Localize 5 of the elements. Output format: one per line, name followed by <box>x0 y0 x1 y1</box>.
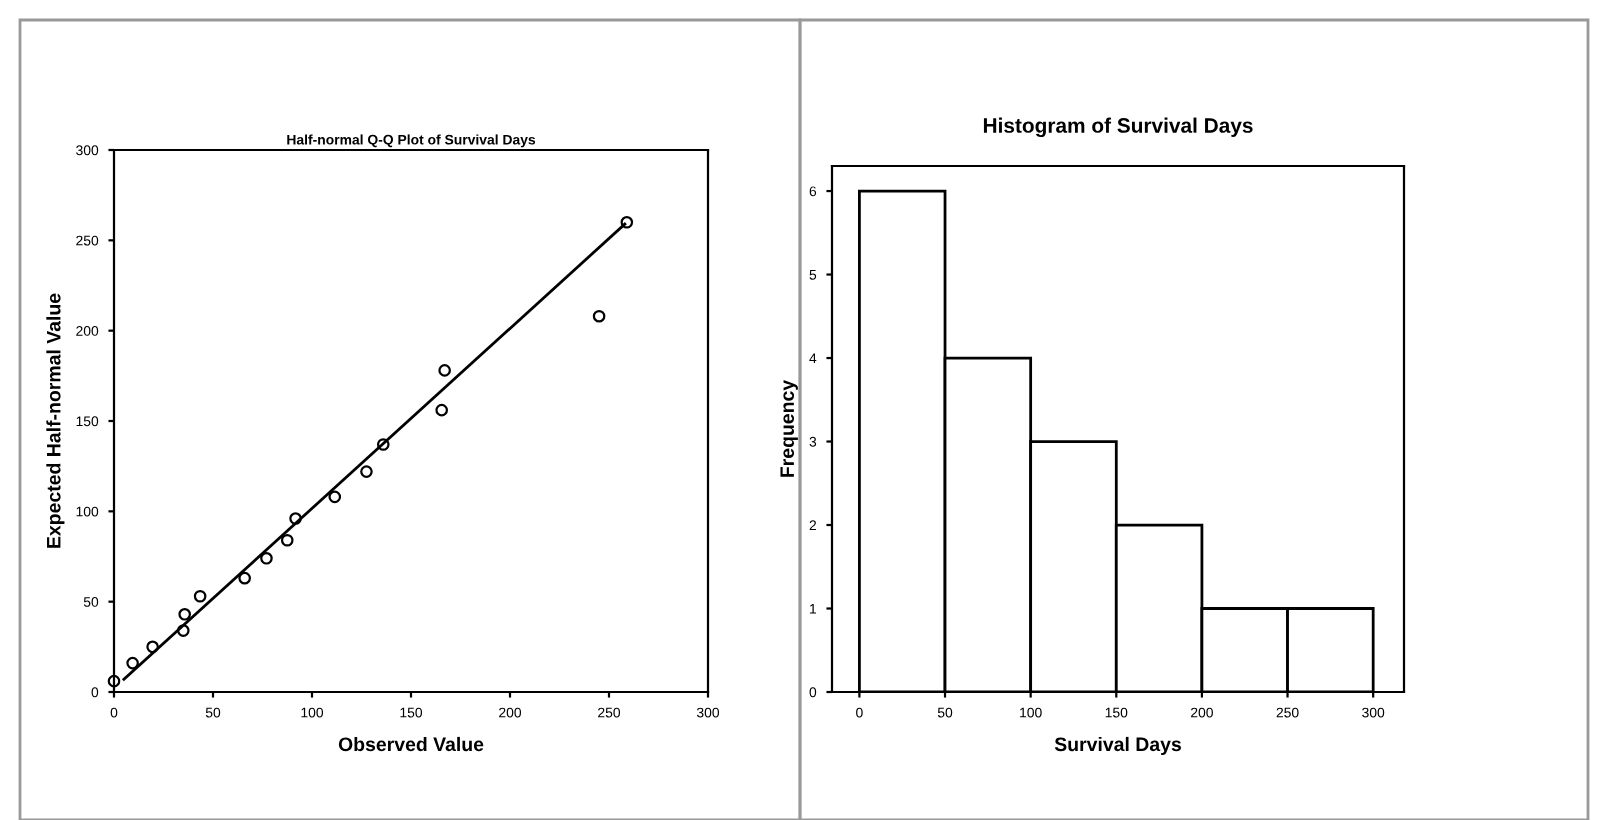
x-axis-title: Survival Days <box>1054 736 1181 756</box>
y-axis-title: Frequency <box>780 379 798 477</box>
x-axis-title: Observed Value <box>338 736 484 752</box>
chart-title: Histogram of Survival Days <box>983 117 1253 138</box>
y-axis-title: Expected Half-normal Value <box>46 293 65 548</box>
